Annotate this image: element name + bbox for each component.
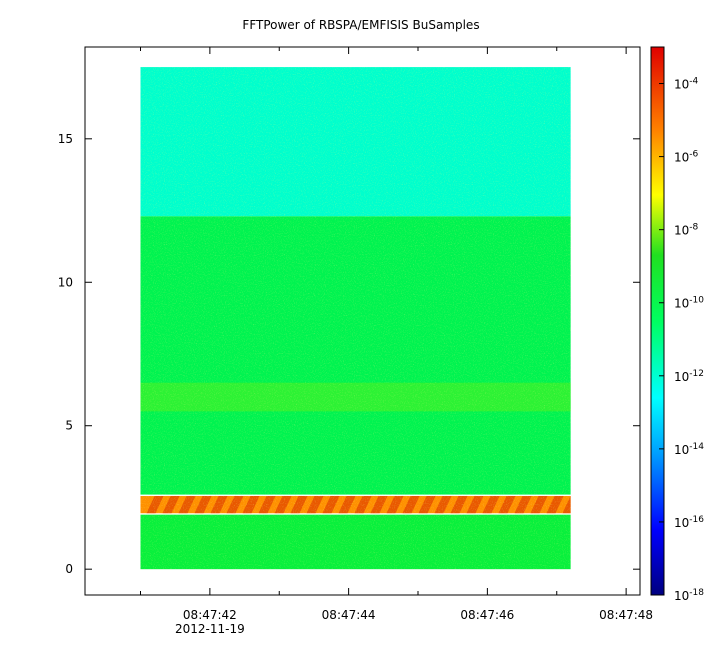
x-tick-label: 08:47:42 — [183, 608, 237, 622]
x-tick-label: 08:47:46 — [460, 608, 514, 622]
colorbar-tick-label: 10-18 — [674, 588, 704, 603]
y-axis: 0 5 10 15 — [58, 132, 640, 576]
colorbar-tick-label: 10-4 — [674, 77, 699, 92]
heatmap-noise — [140, 67, 571, 570]
x-tick-label: 08:47:44 — [322, 608, 376, 622]
y-tick-label: 15 — [58, 132, 73, 146]
colorbar-tick-label: 10-10 — [674, 296, 704, 311]
colorbar — [650, 46, 665, 596]
colorbar-tick-label: 10-16 — [674, 515, 704, 530]
colorbar-tick-label: 10-6 — [674, 150, 699, 165]
colorbar-axis: 10-4 10-6 10-8 10-10 10-12 10-14 10-16 10-18 — [659, 77, 704, 603]
colorbar-tick-label: 10-12 — [674, 369, 704, 384]
colorbar-tick-label: 10-8 — [674, 223, 699, 238]
chart-title: FFTPower of RBSPA/EMFISIS BuSamples — [242, 18, 479, 32]
spectrogram-heatmap — [140, 67, 571, 570]
x-tick-sublabel: 2012-11-19 — [175, 622, 245, 636]
y-tick-label: 0 — [65, 562, 73, 576]
colorbar-tick-label: 10-14 — [674, 442, 704, 457]
y-tick-label: 5 — [65, 419, 73, 433]
y-tick-label: 10 — [58, 275, 73, 289]
x-tick-label: 08:47:48 — [599, 608, 653, 622]
